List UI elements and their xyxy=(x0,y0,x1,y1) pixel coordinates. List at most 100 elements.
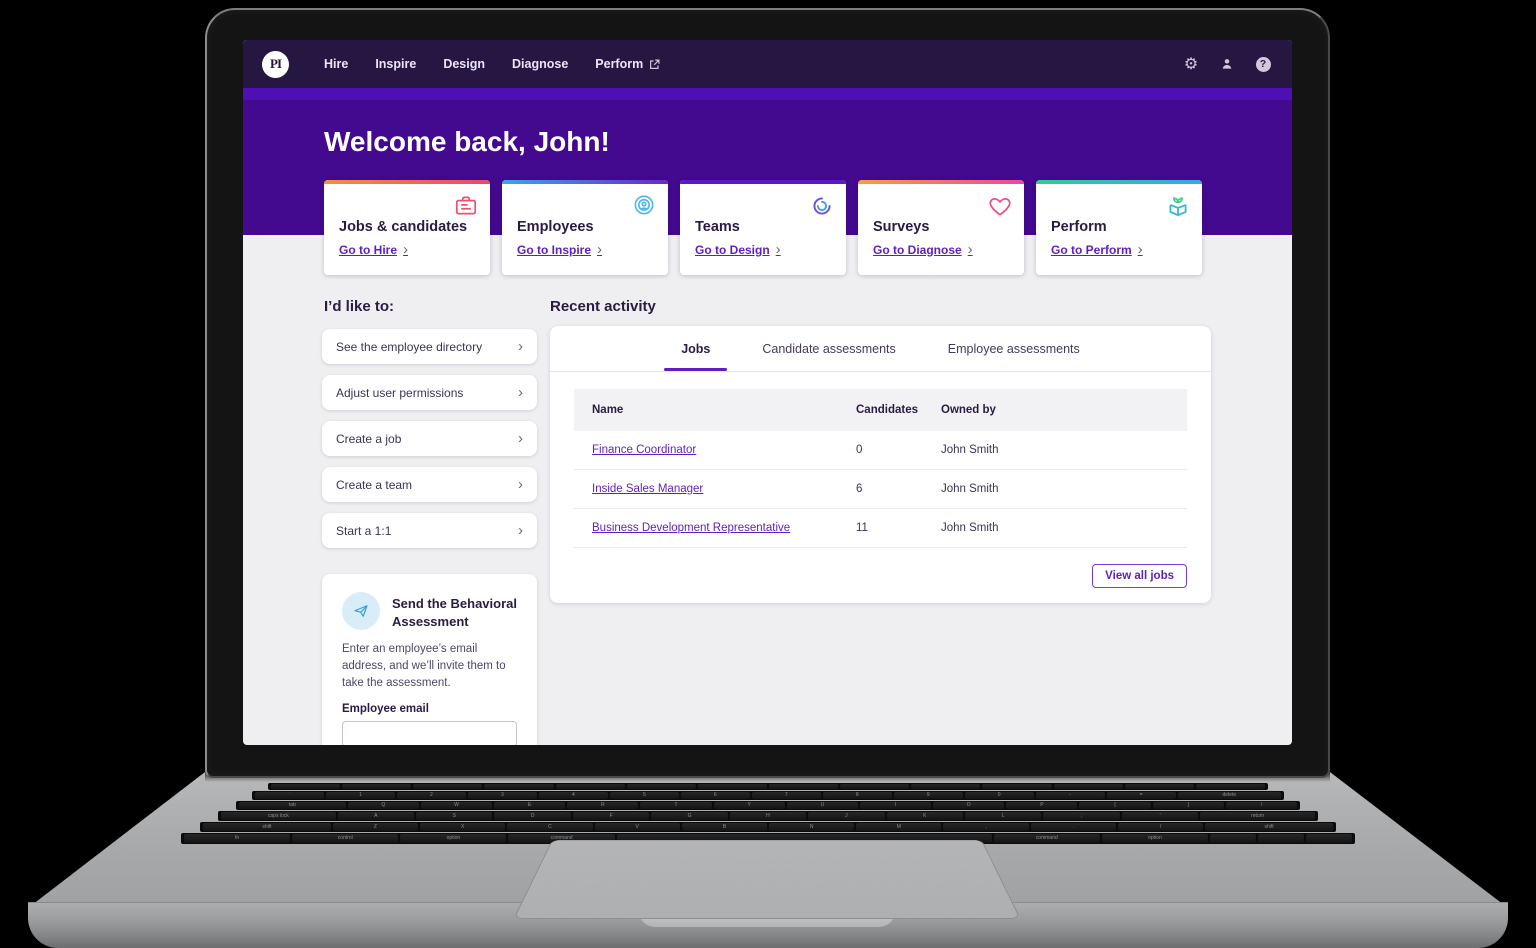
keyboard-key xyxy=(271,784,341,789)
link-label: Go to Hire xyxy=(339,242,398,257)
cell-owner: John Smith xyxy=(941,444,999,456)
keyboard-key xyxy=(555,784,625,789)
keyboard-key: = xyxy=(1106,792,1176,799)
go-to-hire-link[interactable]: Go to Hire › xyxy=(339,242,408,257)
cell-candidates: 0 xyxy=(856,444,863,456)
list-item-create-job[interactable]: Create a job › xyxy=(322,421,537,456)
list-item-label: Adjust user permissions xyxy=(336,385,464,400)
chevron-right-icon: › xyxy=(597,241,603,258)
view-all-jobs-button[interactable]: View all jobs xyxy=(1092,564,1187,588)
keyboard-key: A xyxy=(337,812,415,820)
nav-item-diagnose[interactable]: Diagnose xyxy=(512,57,569,71)
user-icon[interactable] xyxy=(1218,55,1236,73)
card-employees: Employees Go to Inspire › xyxy=(502,180,668,275)
keyboard-row: caps lock A S D F G H J K L; ' return xyxy=(218,811,1318,821)
tab-employee-assessments[interactable]: Employee assessments xyxy=(947,341,1080,356)
help-icon[interactable]: ? xyxy=(1254,55,1272,73)
chevron-right-icon: › xyxy=(518,384,523,401)
keyboard-key xyxy=(1195,784,1265,789)
chevron-right-icon: › xyxy=(518,522,523,539)
nav-menu: Hire Inspire Design Diagnose Perform xyxy=(324,57,660,71)
keyboard-key: W xyxy=(420,802,493,809)
nav-item-hire[interactable]: Hire xyxy=(324,57,349,71)
quick-cards: Jobs & candidates Go to Hire › Employees … xyxy=(324,180,1202,275)
keyboard-key xyxy=(911,784,981,789)
keyboard-key: 2 xyxy=(396,792,466,799)
card-accent-bar xyxy=(858,180,1024,184)
keyboard-key: ; xyxy=(1043,812,1120,820)
welcome-heading: Welcome back, John! xyxy=(324,126,610,157)
keyboard-key xyxy=(616,834,992,843)
keyboard-key: S xyxy=(416,812,493,820)
accent-strip xyxy=(243,88,1292,100)
keyboard-key xyxy=(840,784,910,789)
go-to-inspire-link[interactable]: Go to Inspire › xyxy=(517,242,602,257)
list-item-user-permissions[interactable]: Adjust user permissions › xyxy=(322,375,537,410)
nav-item-perform[interactable]: Perform xyxy=(595,57,660,71)
keyboard-key: 6 xyxy=(680,792,750,799)
keyboard-key: 7 xyxy=(751,792,821,799)
go-to-perform-link[interactable]: Go to Perform › xyxy=(1051,242,1143,257)
keyboard-key: delete xyxy=(1177,792,1282,799)
keyboard-key: 8 xyxy=(822,792,892,799)
keyboard-key: option xyxy=(1101,834,1209,843)
list-item-start-1on1[interactable]: Start a 1:1 › xyxy=(322,513,537,548)
top-nav: PI Hire Inspire Design Diagnose Perform … xyxy=(243,40,1292,88)
chevron-right-icon: › xyxy=(967,241,973,258)
keyboard-key xyxy=(1053,784,1123,789)
keyboard-key xyxy=(1210,834,1257,843)
keyboard-key xyxy=(697,784,767,789)
keyboard-key xyxy=(342,784,412,789)
card-title: Jobs & candidates xyxy=(339,219,468,235)
job-link[interactable]: Inside Sales Manager xyxy=(592,483,704,495)
keyboard-key: ` xyxy=(255,792,324,799)
cell-name: Business Development Representative xyxy=(592,522,856,534)
job-link[interactable]: Business Development Representative xyxy=(592,522,791,534)
job-link[interactable]: Finance Coordinator xyxy=(592,444,697,456)
keyboard-key: D xyxy=(494,812,571,820)
card-title: Perform xyxy=(1051,219,1107,235)
keyboard-key: N xyxy=(769,823,855,831)
keyboard-key: B xyxy=(681,823,768,831)
keyboard-key: E xyxy=(494,802,566,809)
card-surveys: Surveys Go to Diagnose › xyxy=(858,180,1024,275)
list-item-create-team[interactable]: Create a team › xyxy=(322,467,537,502)
paper-plane-icon xyxy=(342,592,380,630)
keyboard-key: X xyxy=(420,823,506,831)
go-to-diagnose-link[interactable]: Go to Diagnose › xyxy=(873,242,973,257)
keyboard-key: J xyxy=(808,812,885,820)
list-item-employee-directory[interactable]: See the employee directory › xyxy=(322,329,537,364)
tab-candidate-assessments[interactable]: Candidate assessments xyxy=(762,341,896,356)
keyboard-key: shift xyxy=(1205,823,1334,831)
keyboard-key: control xyxy=(292,834,399,843)
keyboard-key: R xyxy=(567,802,639,809)
chevron-right-icon: › xyxy=(518,430,523,447)
keyboard-key: 0 xyxy=(964,792,1034,799)
keyboard-key: shift xyxy=(203,823,331,831)
keyboard-key: Q xyxy=(347,802,419,809)
keyboard-key: / xyxy=(1117,823,1204,831)
pi-logo[interactable]: PI xyxy=(262,50,289,78)
keyboard-key: Y xyxy=(713,802,785,809)
heart-icon xyxy=(989,197,1011,216)
jobs-table-header: Name Candidates Owned by xyxy=(574,389,1187,431)
settings-icon[interactable]: ⚙ xyxy=(1183,56,1199,73)
nav-item-inspire[interactable]: Inspire xyxy=(375,57,417,71)
keyboard-key: command xyxy=(508,834,615,843)
cell-owner: John Smith xyxy=(941,522,999,534)
employee-email-input[interactable] xyxy=(342,721,517,745)
keyboard-key: , xyxy=(943,823,1029,831)
go-to-design-link[interactable]: Go to Design › xyxy=(695,242,781,257)
nav-item-design[interactable]: Design xyxy=(443,57,486,71)
keyboard-key: G xyxy=(651,812,728,820)
card-jobs-candidates: Jobs & candidates Go to Hire › xyxy=(324,180,490,275)
keyboard-key: 3 xyxy=(467,792,537,799)
keyboard-key: fn xyxy=(184,834,291,843)
tab-jobs[interactable]: Jobs xyxy=(664,326,728,371)
card-title: Teams xyxy=(695,219,740,235)
keyboard-row: fn control option command command option xyxy=(181,833,1355,844)
table-row: Business Development Representative 11 J… xyxy=(574,509,1187,548)
card-title: Surveys xyxy=(873,219,930,235)
briefcase-icon xyxy=(455,196,477,215)
card-accent-bar xyxy=(680,180,846,184)
